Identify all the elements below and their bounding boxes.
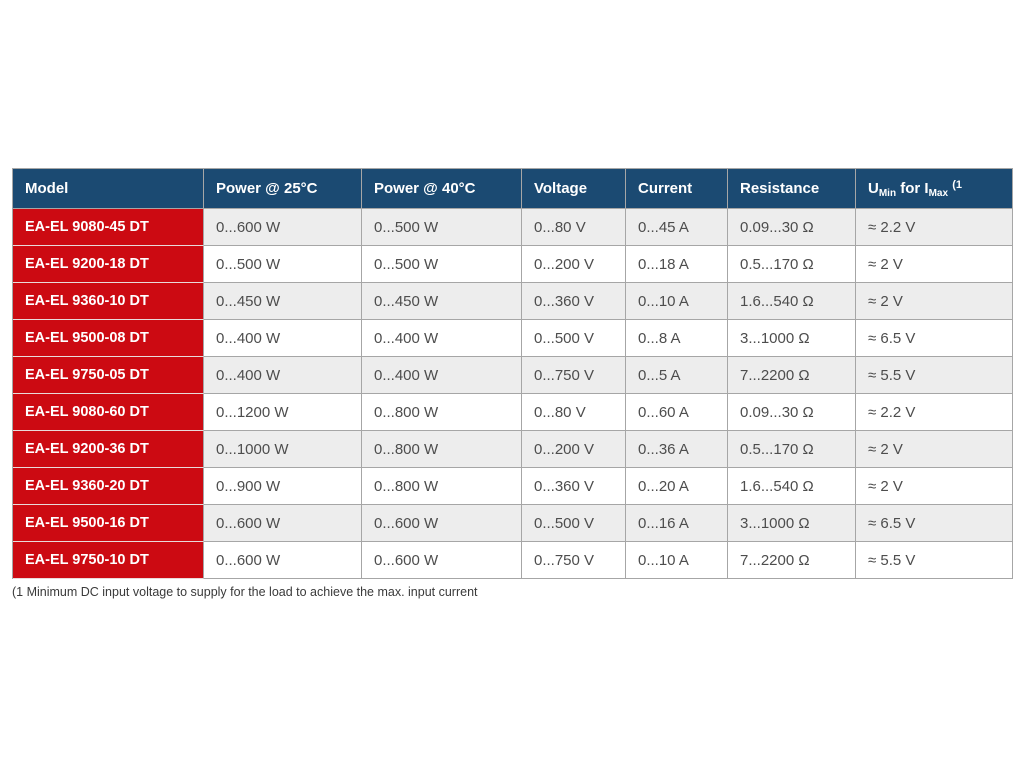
umin-cell: ≈ 2 V [856, 431, 1013, 468]
current-cell: 0...36 A [626, 431, 728, 468]
model-cell: EA-EL 9750-05 DT [13, 357, 204, 394]
imax-subscript: Max [928, 187, 949, 199]
current-cell: 0...10 A [626, 283, 728, 320]
table-row: EA-EL 9080-60 DT 0...1200 W 0...800 W 0.… [13, 394, 1013, 431]
resistance-cell: 3...1000 Ω [728, 320, 856, 357]
voltage-cell: 0...750 V [522, 542, 626, 579]
umin-mid: for I [896, 179, 929, 197]
model-cell: EA-EL 9200-18 DT [13, 246, 204, 283]
power-25c-cell: 0...1000 W [204, 431, 362, 468]
current-cell: 0...45 A [626, 209, 728, 246]
resistance-cell: 7...2200 Ω [728, 542, 856, 579]
table-row: EA-EL 9200-36 DT 0...1000 W 0...800 W 0.… [13, 431, 1013, 468]
model-cell: EA-EL 9500-16 DT [13, 505, 204, 542]
umin-cell: ≈ 6.5 V [856, 320, 1013, 357]
power-40c-cell: 0...600 W [362, 542, 522, 579]
power-25c-cell: 0...500 W [204, 246, 362, 283]
footnote-marker: (1 [952, 178, 962, 191]
power-25c-cell: 0...900 W [204, 468, 362, 505]
spec-table-body: EA-EL 9080-45 DT 0...600 W 0...500 W 0..… [13, 209, 1013, 579]
current-cell: 0...8 A [626, 320, 728, 357]
header-voltage: Voltage [522, 169, 626, 209]
voltage-cell: 0...200 V [522, 246, 626, 283]
table-row: EA-EL 9080-45 DT 0...600 W 0...500 W 0..… [13, 209, 1013, 246]
power-25c-cell: 0...450 W [204, 283, 362, 320]
voltage-cell: 0...360 V [522, 283, 626, 320]
header-power-40c: Power @ 40°C [362, 169, 522, 209]
voltage-cell: 0...750 V [522, 357, 626, 394]
current-cell: 0...16 A [626, 505, 728, 542]
umin-cell: ≈ 2 V [856, 283, 1013, 320]
current-cell: 0...10 A [626, 542, 728, 579]
power-40c-cell: 0...450 W [362, 283, 522, 320]
table-row: EA-EL 9360-20 DT 0...900 W 0...800 W 0..… [13, 468, 1013, 505]
current-cell: 0...20 A [626, 468, 728, 505]
power-40c-cell: 0...400 W [362, 357, 522, 394]
voltage-cell: 0...200 V [522, 431, 626, 468]
header-current: Current [626, 169, 728, 209]
resistance-cell: 0.09...30 Ω [728, 209, 856, 246]
umin-cell: ≈ 2.2 V [856, 394, 1013, 431]
resistance-cell: 7...2200 Ω [728, 357, 856, 394]
power-40c-cell: 0...600 W [362, 505, 522, 542]
resistance-cell: 3...1000 Ω [728, 505, 856, 542]
power-25c-cell: 0...600 W [204, 209, 362, 246]
voltage-cell: 0...500 V [522, 320, 626, 357]
power-25c-cell: 0...400 W [204, 357, 362, 394]
voltage-cell: 0...80 V [522, 394, 626, 431]
power-25c-cell: 0...400 W [204, 320, 362, 357]
current-cell: 0...5 A [626, 357, 728, 394]
umin-cell: ≈ 5.5 V [856, 357, 1013, 394]
voltage-cell: 0...80 V [522, 209, 626, 246]
resistance-cell: 0.09...30 Ω [728, 394, 856, 431]
resistance-cell: 0.5...170 Ω [728, 431, 856, 468]
umin-cell: ≈ 2 V [856, 246, 1013, 283]
voltage-cell: 0...360 V [522, 468, 626, 505]
umin-cell: ≈ 5.5 V [856, 542, 1013, 579]
umin-cell: ≈ 6.5 V [856, 505, 1013, 542]
power-25c-cell: 0...600 W [204, 542, 362, 579]
power-40c-cell: 0...500 W [362, 209, 522, 246]
current-cell: 0...60 A [626, 394, 728, 431]
header-power-25c: Power @ 25°C [204, 169, 362, 209]
current-cell: 0...18 A [626, 246, 728, 283]
umin-cell: ≈ 2 V [856, 468, 1013, 505]
power-25c-cell: 0...1200 W [204, 394, 362, 431]
model-cell: EA-EL 9750-10 DT [13, 542, 204, 579]
table-row: EA-EL 9750-05 DT 0...400 W 0...400 W 0..… [13, 357, 1013, 394]
header-resistance: Resistance [728, 169, 856, 209]
power-40c-cell: 0...500 W [362, 246, 522, 283]
resistance-cell: 0.5...170 Ω [728, 246, 856, 283]
model-cell: EA-EL 9360-10 DT [13, 283, 204, 320]
spec-table-header: Model Power @ 25°C Power @ 40°C Voltage … [13, 169, 1013, 209]
table-row: EA-EL 9500-16 DT 0...600 W 0...600 W 0..… [13, 505, 1013, 542]
model-cell: EA-EL 9500-08 DT [13, 320, 204, 357]
table-row: EA-EL 9500-08 DT 0...400 W 0...400 W 0..… [13, 320, 1013, 357]
power-40c-cell: 0...400 W [362, 320, 522, 357]
model-cell: EA-EL 9080-45 DT [13, 209, 204, 246]
power-40c-cell: 0...800 W [362, 431, 522, 468]
model-cell: EA-EL 9080-60 DT [13, 394, 204, 431]
resistance-cell: 1.6...540 Ω [728, 468, 856, 505]
model-cell: EA-EL 9360-20 DT [13, 468, 204, 505]
voltage-cell: 0...500 V [522, 505, 626, 542]
umin-cell: ≈ 2.2 V [856, 209, 1013, 246]
spec-table: Model Power @ 25°C Power @ 40°C Voltage … [12, 168, 1013, 579]
model-cell: EA-EL 9200-36 DT [13, 431, 204, 468]
umin-subscript: Min [878, 187, 897, 199]
power-40c-cell: 0...800 W [362, 468, 522, 505]
footnote: (1 Minimum DC input voltage to supply fo… [12, 585, 478, 599]
table-row: EA-EL 9200-18 DT 0...500 W 0...500 W 0..… [13, 246, 1013, 283]
power-25c-cell: 0...600 W [204, 505, 362, 542]
resistance-cell: 1.6...540 Ω [728, 283, 856, 320]
table-row: EA-EL 9750-10 DT 0...600 W 0...600 W 0..… [13, 542, 1013, 579]
header-row: Model Power @ 25°C Power @ 40°C Voltage … [13, 169, 1013, 209]
header-umin-for-imax: UMin for IMax (1 [856, 169, 1013, 209]
power-40c-cell: 0...800 W [362, 394, 522, 431]
table-row: EA-EL 9360-10 DT 0...450 W 0...450 W 0..… [13, 283, 1013, 320]
header-model: Model [13, 169, 204, 209]
umin-base: U [868, 179, 879, 197]
